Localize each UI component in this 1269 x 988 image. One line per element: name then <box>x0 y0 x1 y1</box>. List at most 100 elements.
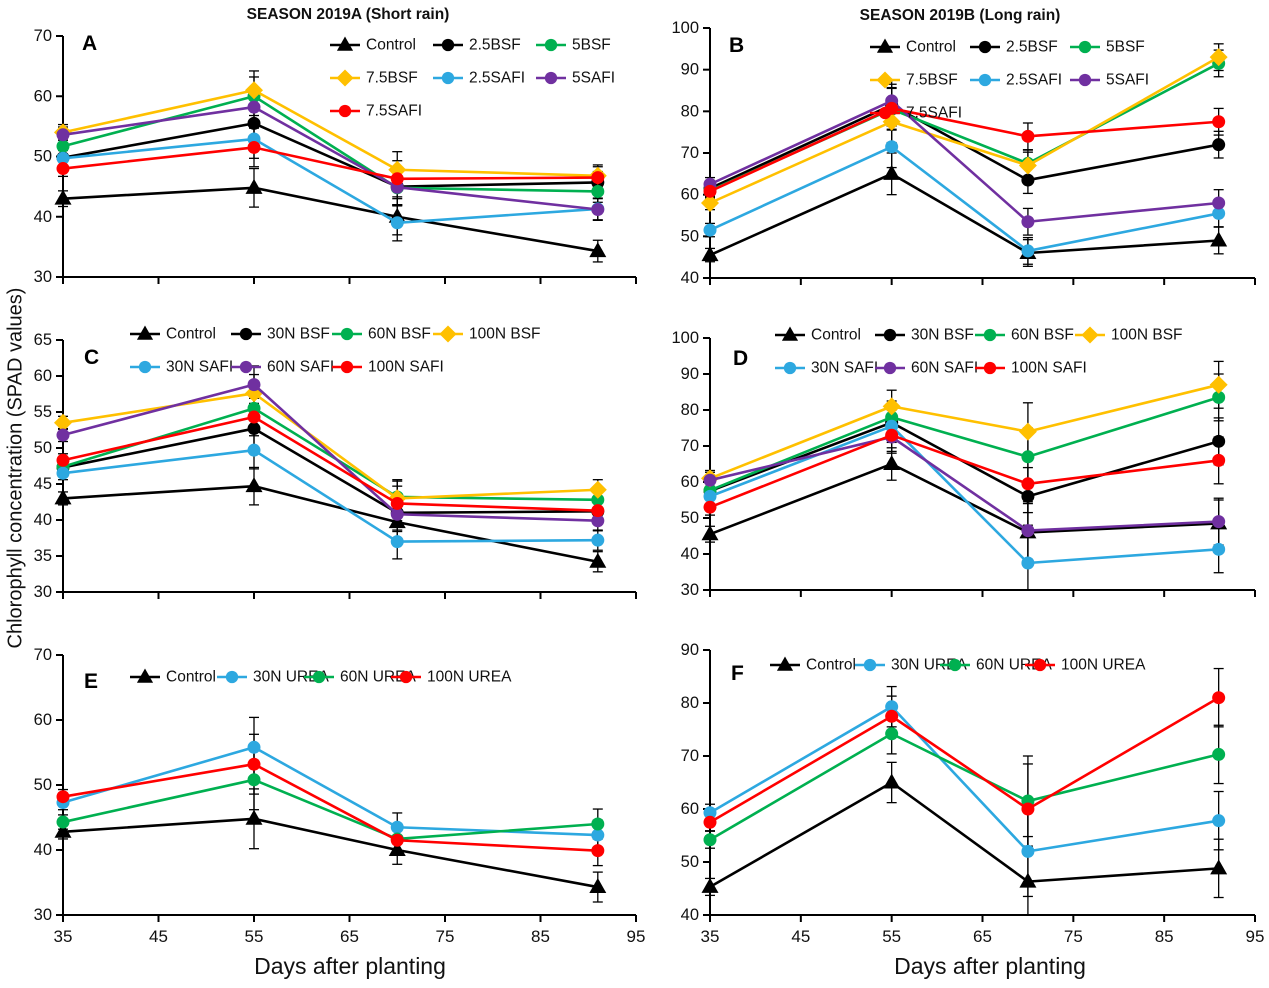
y-axis-ticks: 30 40 50 60 70 <box>34 646 63 924</box>
error-bars <box>58 70 603 263</box>
svg-text:50: 50 <box>34 776 52 794</box>
panel-letter-D: D <box>733 347 748 370</box>
svg-text:30N BSF: 30N BSF <box>267 326 330 343</box>
svg-text:60: 60 <box>34 711 52 729</box>
svg-text:95: 95 <box>1246 927 1265 946</box>
panel-B-chart: SEASON 2019B (Long rain) 40 50 60 70 80 90 100 B… <box>671 7 1256 287</box>
legend-item-5bsf: 5BSF <box>1070 39 1145 56</box>
svg-text:100N SAFI: 100N SAFI <box>1011 360 1087 377</box>
svg-text:40: 40 <box>681 269 699 287</box>
series-60n-urea <box>703 727 1226 847</box>
svg-text:85: 85 <box>531 927 550 946</box>
svg-text:Control: Control <box>366 37 416 54</box>
svg-text:100: 100 <box>671 19 699 37</box>
svg-text:70: 70 <box>34 646 52 664</box>
y-axis-ticks: 30 35 40 45 50 55 60 65 <box>34 331 63 601</box>
x-axis-label-left: Days after planting <box>254 953 446 979</box>
series-control <box>54 477 607 568</box>
svg-text:80: 80 <box>681 401 699 419</box>
legend-item-60n-safi: 60N SAFI <box>231 359 334 376</box>
series-30n-safi <box>56 443 605 549</box>
panel-E-legend: Control 30N UREA 60N UREA 100N UREA <box>130 668 512 686</box>
panel-letter-C: C <box>84 346 99 369</box>
svg-text:30: 30 <box>34 268 52 286</box>
svg-text:Control: Control <box>166 326 216 343</box>
svg-text:60N BSF: 60N BSF <box>1011 327 1074 344</box>
panel-E-chart: 30 40 50 60 70 35 45 55 65 75 85 95 E Control 30N UREA… <box>34 646 646 946</box>
svg-text:50: 50 <box>34 148 52 166</box>
legend-item-100n-safi: 100N SAFI <box>332 359 444 376</box>
svg-text:7.5SAFI: 7.5SAFI <box>366 103 422 120</box>
series-5safi <box>703 94 1226 229</box>
panel-B-title: SEASON 2019B (Long rain) <box>860 7 1061 24</box>
legend-item-30n-safi: 30N SAFI <box>130 359 233 376</box>
series-60n-urea <box>56 773 605 846</box>
y-axis-ticks: 40 50 60 70 80 90 <box>681 641 710 924</box>
svg-text:60: 60 <box>34 367 52 385</box>
svg-text:95: 95 <box>627 927 646 946</box>
svg-text:5BSF: 5BSF <box>572 37 611 54</box>
legend-item-60n-bsf: 60N BSF <box>975 327 1074 344</box>
legend-item-100n-urea: 100N UREA <box>1025 657 1146 674</box>
svg-text:7.5SAFI: 7.5SAFI <box>906 105 962 122</box>
svg-text:60N UREA: 60N UREA <box>340 669 416 686</box>
svg-text:30N SAFI: 30N SAFI <box>166 359 233 376</box>
panel-letter-B: B <box>729 34 744 57</box>
panel-A-legend: Control 2.5BSF 5BSF 7.5BSF 2.5SAFI 5SAFI 7.5SA… <box>330 36 615 120</box>
panel-D-chart: 30 40 50 60 70 80 90 100 D Control 30N BSF 60N BSF 1… <box>671 326 1256 599</box>
svg-text:30N UREA: 30N UREA <box>891 657 967 674</box>
series-100n-bsf <box>54 384 607 508</box>
panel-C-legend: Control 30N BSF 60N BSF 100N BSF 30N SAFI 60N… <box>130 325 541 376</box>
svg-text:Control: Control <box>166 669 216 686</box>
svg-text:100N UREA: 100N UREA <box>1061 657 1146 674</box>
svg-text:35: 35 <box>54 927 73 946</box>
panel-A-title: SEASON 2019A (Short rain) <box>247 6 450 23</box>
legend-item-60n-urea: 60N UREA <box>940 657 1052 674</box>
svg-text:80: 80 <box>681 102 699 120</box>
legend-item-5safi: 5SAFI <box>536 70 615 87</box>
x-axis-ticks <box>709 590 1256 597</box>
legend-item-30n-urea: 30N UREA <box>855 657 967 674</box>
series-7.5safi <box>703 101 1226 198</box>
panel-C-chart: 30 35 40 45 50 55 60 65 C Control 30N BSF 60N BSF 10… <box>34 325 637 601</box>
legend-item-5safi: 5SAFI <box>1070 72 1149 89</box>
legend-item-control: Control <box>775 326 861 344</box>
svg-text:60: 60 <box>681 186 699 204</box>
svg-text:Control: Control <box>806 657 856 674</box>
legend-item-100n-bsf: 100N BSF <box>433 325 541 343</box>
legend-item-7.5bsf: 7.5BSF <box>330 69 418 87</box>
svg-text:50: 50 <box>34 439 52 457</box>
panel-letter-F: F <box>731 662 744 685</box>
panel-F-legend: Control 30N UREA 60N UREA 100N UREA <box>770 656 1146 674</box>
svg-text:85: 85 <box>1155 927 1174 946</box>
svg-text:45: 45 <box>34 475 52 493</box>
x-axis-label-right: Days after planting <box>894 953 1086 979</box>
panel-A-chart: SEASON 2019A (Short rain) 30 40 50 60 70 A Cont… <box>34 6 637 286</box>
svg-text:45: 45 <box>791 927 810 946</box>
y-axis-ticks: 30 40 50 60 70 80 90 100 <box>671 329 710 599</box>
svg-text:55: 55 <box>34 403 52 421</box>
series-100n-urea <box>703 691 1226 829</box>
series-7.5bsf <box>54 81 607 185</box>
svg-text:100N BSF: 100N BSF <box>469 326 541 343</box>
svg-text:30: 30 <box>34 906 52 924</box>
x-axis-ticks: 35 45 55 65 75 85 95 <box>54 915 646 946</box>
legend-item-control: Control <box>130 668 216 686</box>
legend-item-control: Control <box>870 38 956 56</box>
panel-D-legend: Control 30N BSF 60N BSF 100N BSF 30N SAFI 60N… <box>775 326 1183 377</box>
svg-text:70: 70 <box>681 144 699 162</box>
legend-item-2.5bsf: 2.5BSF <box>433 37 521 54</box>
legend-item-2.5safi: 2.5SAFI <box>970 72 1062 89</box>
svg-text:5BSF: 5BSF <box>1106 39 1145 56</box>
x-axis-ticks <box>62 592 637 599</box>
series-7.5safi <box>56 140 605 186</box>
panel-F-chart: 40 50 60 70 80 90 35 45 55 65 75 85 95 F Control 30N UR… <box>681 641 1265 946</box>
svg-text:100N UREA: 100N UREA <box>427 669 512 686</box>
panel-letter-A: A <box>82 32 97 55</box>
svg-text:65: 65 <box>34 331 52 349</box>
svg-text:50: 50 <box>681 509 699 527</box>
svg-text:2.5BSF: 2.5BSF <box>1006 39 1058 56</box>
svg-text:80: 80 <box>681 694 699 712</box>
svg-text:30: 30 <box>34 583 52 601</box>
